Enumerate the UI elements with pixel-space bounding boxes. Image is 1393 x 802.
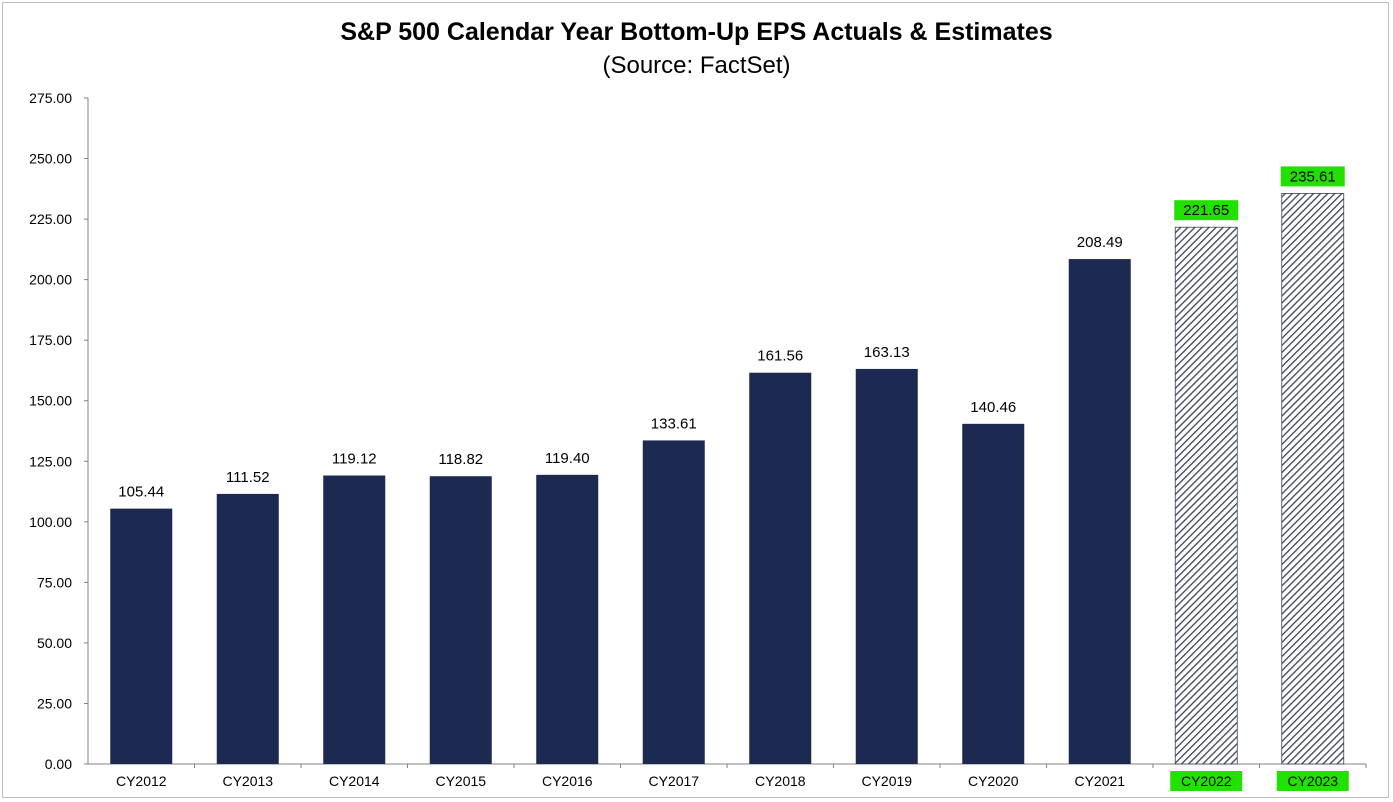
x-tick-label-cy2022: CY2022 (1181, 773, 1232, 789)
x-label-highlight (1170, 771, 1243, 791)
y-tick-label: 0.00 (45, 756, 72, 772)
x-tick-label-cy2015: CY2015 (435, 773, 486, 789)
bar-cy2012 (110, 508, 173, 764)
bar-cy2022 (1174, 226, 1238, 765)
data-label-highlight (1280, 166, 1345, 187)
bar-cy2018 (749, 372, 812, 764)
bar-cy2023 (1281, 192, 1345, 765)
y-tick-label: 150.00 (29, 393, 72, 409)
bar-cy2021 (1068, 259, 1131, 764)
bar-cy2017 (642, 440, 705, 764)
x-tick-label-cy2023: CY2023 (1287, 773, 1338, 789)
y-tick-label: 100.00 (29, 514, 72, 530)
data-label-cy2020: 140.46 (970, 399, 1016, 416)
x-tick-label-cy2020: CY2020 (968, 773, 1019, 789)
y-tick-label: 275.00 (29, 90, 72, 106)
chart-subtitle: (Source: FactSet) (602, 52, 791, 79)
data-label-cy2019: 163.13 (864, 344, 910, 361)
y-tick-label: 50.00 (37, 635, 72, 651)
data-label-cy2017: 133.61 (651, 415, 697, 432)
data-label-cy2023: 235.61 (1290, 168, 1336, 185)
y-tick-label: 175.00 (29, 332, 72, 348)
x-tick-label-cy2012: CY2012 (116, 773, 167, 789)
x-tick-label-cy2019: CY2019 (861, 773, 912, 789)
x-tick-label-cy2014: CY2014 (329, 773, 380, 789)
chart-title: S&P 500 Calendar Year Bottom-Up EPS Actu… (340, 18, 1053, 46)
data-label-cy2014: 119.12 (332, 451, 377, 468)
x-tick-label-cy2021: CY2021 (1074, 773, 1125, 789)
data-label-cy2018: 161.56 (757, 348, 803, 365)
bar-cy2013 (216, 493, 279, 764)
data-label-cy2015: 118.82 (438, 451, 483, 468)
data-label-cy2013: 111.52 (226, 469, 270, 486)
x-tick-label-cy2016: CY2016 (542, 773, 593, 789)
data-label-highlight (1174, 200, 1239, 221)
y-tick-label: 225.00 (29, 211, 72, 227)
data-label-cy2021: 208.49 (1077, 234, 1123, 251)
data-label-cy2012: 105.44 (118, 484, 164, 501)
bar-cy2016 (536, 474, 599, 764)
y-tick-label: 25.00 (37, 695, 72, 711)
y-tick-label: 75.00 (37, 574, 72, 590)
bar-cy2019 (855, 368, 918, 764)
x-tick-label-cy2017: CY2017 (648, 773, 699, 789)
y-tick-label: 125.00 (29, 453, 72, 469)
bar-cy2015 (429, 476, 492, 764)
x-tick-label-cy2013: CY2013 (222, 773, 273, 789)
data-label-cy2016: 119.40 (545, 450, 590, 467)
bar-cy2020 (962, 423, 1025, 764)
bar-cy2014 (323, 475, 386, 764)
x-label-highlight (1276, 771, 1349, 791)
y-tick-label: 250.00 (29, 151, 72, 167)
y-tick-label: 200.00 (29, 272, 72, 288)
data-label-cy2022: 221.65 (1183, 202, 1229, 219)
x-tick-label-cy2018: CY2018 (755, 773, 806, 789)
